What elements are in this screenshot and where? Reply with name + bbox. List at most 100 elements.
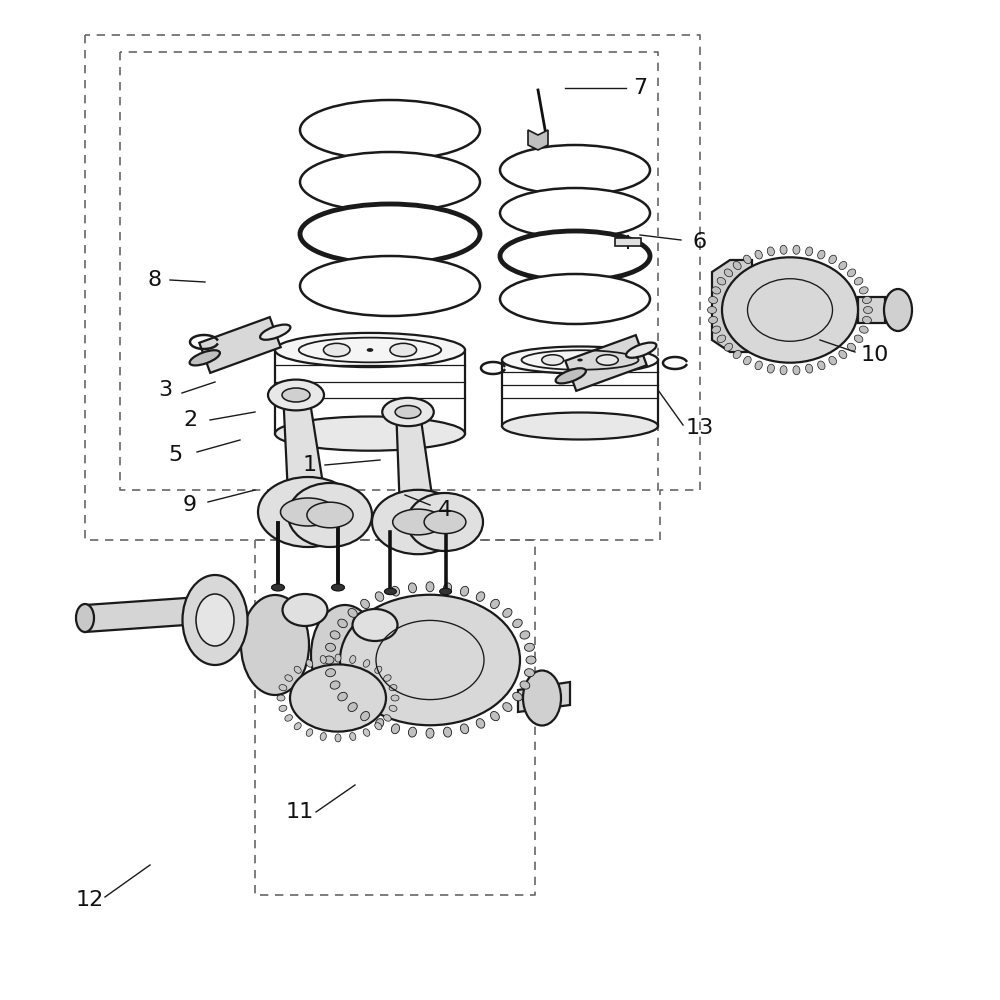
- Ellipse shape: [408, 727, 416, 737]
- Ellipse shape: [350, 656, 356, 663]
- Ellipse shape: [780, 245, 787, 254]
- Ellipse shape: [709, 297, 718, 304]
- Ellipse shape: [340, 595, 520, 725]
- Ellipse shape: [490, 599, 499, 609]
- Ellipse shape: [375, 666, 382, 673]
- Ellipse shape: [717, 335, 726, 343]
- Ellipse shape: [306, 660, 313, 667]
- Ellipse shape: [722, 257, 858, 363]
- Ellipse shape: [361, 599, 370, 609]
- Ellipse shape: [854, 335, 863, 343]
- Polygon shape: [858, 297, 885, 323]
- Ellipse shape: [862, 297, 871, 304]
- Ellipse shape: [577, 359, 583, 361]
- Ellipse shape: [306, 729, 313, 736]
- Ellipse shape: [502, 412, 658, 439]
- Ellipse shape: [338, 619, 347, 628]
- Text: 8: 8: [148, 270, 162, 290]
- Ellipse shape: [523, 670, 561, 726]
- Ellipse shape: [626, 343, 656, 358]
- Ellipse shape: [500, 188, 650, 238]
- Ellipse shape: [300, 100, 480, 160]
- Ellipse shape: [818, 361, 825, 370]
- Ellipse shape: [744, 356, 751, 365]
- Ellipse shape: [513, 692, 522, 701]
- Ellipse shape: [331, 584, 344, 591]
- Ellipse shape: [258, 477, 358, 547]
- Ellipse shape: [847, 269, 856, 277]
- Ellipse shape: [490, 711, 499, 721]
- Text: 3: 3: [158, 380, 172, 400]
- Ellipse shape: [444, 727, 452, 737]
- Ellipse shape: [311, 605, 379, 705]
- Ellipse shape: [767, 247, 774, 256]
- Ellipse shape: [724, 269, 733, 277]
- Ellipse shape: [596, 355, 618, 365]
- Ellipse shape: [384, 675, 391, 681]
- Ellipse shape: [859, 287, 868, 294]
- Ellipse shape: [338, 692, 347, 701]
- Text: 10: 10: [861, 345, 889, 365]
- Ellipse shape: [440, 588, 452, 595]
- Ellipse shape: [363, 660, 370, 667]
- Text: 2: 2: [183, 410, 197, 430]
- Ellipse shape: [363, 729, 370, 736]
- Ellipse shape: [500, 274, 650, 324]
- Ellipse shape: [744, 255, 751, 264]
- Ellipse shape: [367, 348, 373, 352]
- Ellipse shape: [476, 592, 485, 601]
- Ellipse shape: [520, 681, 530, 689]
- Ellipse shape: [323, 343, 350, 357]
- Polygon shape: [565, 335, 647, 391]
- Ellipse shape: [300, 204, 480, 264]
- Ellipse shape: [847, 343, 856, 351]
- Ellipse shape: [288, 483, 372, 547]
- Ellipse shape: [335, 734, 341, 742]
- Ellipse shape: [806, 247, 813, 256]
- Text: 6: 6: [693, 232, 707, 252]
- Ellipse shape: [391, 586, 400, 596]
- Ellipse shape: [503, 703, 512, 712]
- Ellipse shape: [520, 631, 530, 639]
- Polygon shape: [750, 294, 790, 324]
- Text: 4: 4: [438, 500, 452, 520]
- Ellipse shape: [864, 306, 872, 314]
- Ellipse shape: [283, 594, 328, 626]
- Ellipse shape: [335, 654, 341, 662]
- Ellipse shape: [285, 715, 292, 721]
- Ellipse shape: [330, 631, 340, 639]
- Ellipse shape: [348, 703, 357, 712]
- Ellipse shape: [884, 289, 912, 331]
- Ellipse shape: [717, 277, 726, 285]
- Ellipse shape: [391, 695, 399, 701]
- Ellipse shape: [375, 592, 384, 601]
- Ellipse shape: [793, 366, 800, 375]
- Ellipse shape: [324, 656, 334, 664]
- Ellipse shape: [500, 145, 650, 195]
- Ellipse shape: [389, 685, 397, 691]
- Ellipse shape: [352, 609, 398, 641]
- Ellipse shape: [806, 364, 813, 373]
- Ellipse shape: [733, 261, 741, 270]
- Ellipse shape: [272, 584, 285, 591]
- Ellipse shape: [375, 719, 384, 728]
- Text: 12: 12: [76, 890, 104, 910]
- Ellipse shape: [793, 245, 800, 254]
- Ellipse shape: [500, 231, 650, 281]
- Ellipse shape: [829, 255, 836, 264]
- Ellipse shape: [426, 582, 434, 592]
- Ellipse shape: [780, 366, 787, 375]
- Ellipse shape: [182, 575, 248, 665]
- Ellipse shape: [320, 656, 326, 663]
- Ellipse shape: [395, 406, 421, 418]
- Ellipse shape: [76, 604, 94, 632]
- Polygon shape: [712, 295, 752, 322]
- Ellipse shape: [524, 643, 534, 651]
- Ellipse shape: [460, 724, 469, 734]
- Ellipse shape: [839, 350, 847, 359]
- Ellipse shape: [862, 316, 871, 323]
- Polygon shape: [283, 394, 327, 514]
- Ellipse shape: [307, 502, 353, 528]
- Ellipse shape: [733, 350, 741, 359]
- Ellipse shape: [384, 588, 396, 595]
